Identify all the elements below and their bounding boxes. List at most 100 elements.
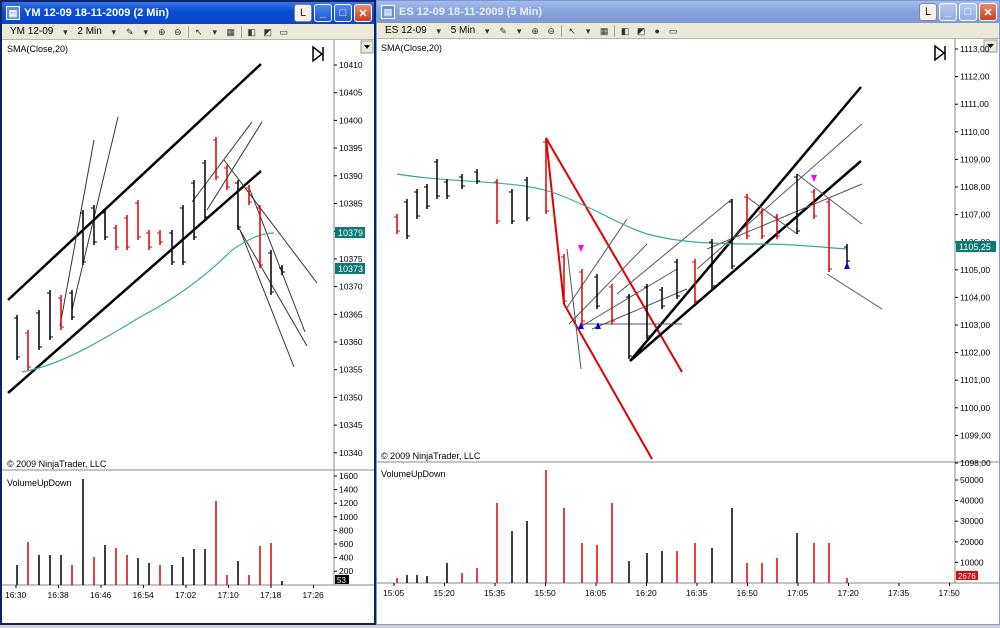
minimize-button[interactable]: _ <box>939 3 957 21</box>
axis-tick-label: 1104,00 <box>960 292 990 302</box>
right-title-bar[interactable]: ▤ ES 12-09 18-11-2009 (5 Min) L _ □ ✕ <box>377 1 999 23</box>
copyright-label: © 2009 NinjaTrader, LLC <box>7 459 107 469</box>
data-box-icon[interactable]: ▭ <box>279 26 289 37</box>
chevron-down-icon[interactable]: ▾ <box>436 25 441 36</box>
arrow-down-icon <box>811 175 817 182</box>
right-volume-bars <box>396 470 848 583</box>
arrow-up-icon <box>578 322 584 329</box>
axis-tick-label: 10360 <box>339 337 363 347</box>
zoom-in-icon[interactable]: ⊕ <box>158 26 166 37</box>
axis-tick-label: 20000 <box>960 537 984 547</box>
logo-button[interactable]: L <box>919 3 937 21</box>
axis-tick-label: 1107,00 <box>960 210 990 220</box>
axis-tick-label: 10400 <box>339 115 363 125</box>
play-icon[interactable] <box>312 45 324 63</box>
axis-tick-label: 50000 <box>960 475 984 485</box>
right-chart-area[interactable]: 1113,00 1112,00 1111,00 1110,00 1109,00 1108,… <box>377 39 999 624</box>
chevron-down-icon[interactable]: ▾ <box>212 26 218 37</box>
pencil-icon[interactable]: ✎ <box>499 25 507 36</box>
price-badge-text: 10379 <box>338 228 363 238</box>
axis-tick-label: 15:05 <box>383 588 405 598</box>
axis-tick-label: 1100,00 <box>960 403 990 413</box>
close-button[interactable]: ✕ <box>979 3 997 21</box>
arrow-up-icon <box>595 322 601 329</box>
minimize-button[interactable]: _ <box>314 4 332 22</box>
left-title-bar[interactable]: ▤ YM 12-09 18-11-2009 (2 Min) L _ □ ✕ <box>2 2 374 24</box>
chart-icon: ▤ <box>6 6 20 20</box>
indicators-icon[interactable]: ◧ <box>620 25 630 36</box>
axis-tick-label: 40000 <box>960 496 984 506</box>
cursor-icon[interactable]: ↖ <box>568 25 576 36</box>
axis-tick-label: 16:20 <box>636 588 658 598</box>
axis-tick-label: 1103,00 <box>960 320 990 330</box>
arrow-up-icon <box>844 262 850 269</box>
toolbar-divider <box>187 25 189 38</box>
chevron-down-icon[interactable]: ▾ <box>516 25 522 36</box>
left-chart-window: ▤ YM 12-09 18-11-2009 (2 Min) L _ □ ✕ YM… <box>0 0 376 625</box>
chevron-down-icon[interactable]: ▾ <box>143 26 149 37</box>
left-price-bars <box>14 137 285 370</box>
right-window-title: ES 12-09 18-11-2009 (5 Min) <box>399 6 543 18</box>
axis-tick-label: 1098,00 <box>960 458 991 468</box>
zoom-out-icon[interactable]: ⊖ <box>174 26 182 37</box>
axis-tick-label: 17:35 <box>888 588 910 598</box>
axis-tick-label: 10355 <box>339 365 363 375</box>
chevron-down-icon[interactable]: ▾ <box>484 25 490 36</box>
axis-tick-label: 1105,00 <box>960 265 990 275</box>
left-volume-axis: 1600 1400 1200 1000 800 600 400 200 <box>334 471 358 576</box>
properties-icon[interactable]: ▦ <box>226 26 236 37</box>
axis-tick-label: 10365 <box>339 309 363 319</box>
play-icon[interactable] <box>934 44 946 62</box>
indicators-icon[interactable]: ◧ <box>247 26 257 37</box>
logo-button[interactable]: L <box>294 4 312 22</box>
right-price-axis: 1113,00 1112,00 1111,00 1110,00 1109,00 1108,… <box>955 44 991 468</box>
left-chart-area[interactable]: 1041010405104001039510390103851038010375… <box>2 40 374 623</box>
cursor-icon[interactable]: ↖ <box>195 26 203 37</box>
copyright-label: © 2009 NinjaTrader, LLC <box>381 451 481 461</box>
axis-tick-label: 16:46 <box>90 590 112 600</box>
left-chart-svg[interactable]: 1041010405104001039510390103851038010375… <box>2 40 374 625</box>
instrument-dropdown[interactable]: ES 12-09 <box>385 25 427 36</box>
interval-dropdown[interactable]: 5 Min <box>450 25 476 36</box>
chevron-down-icon[interactable]: ▾ <box>111 26 117 37</box>
zoom-out-icon[interactable]: ⊖ <box>547 25 555 36</box>
volume-badge-text: 53 <box>337 576 346 585</box>
pencil-icon[interactable]: ✎ <box>126 26 134 37</box>
interval-dropdown[interactable]: 2 Min <box>77 26 102 37</box>
instrument-dropdown[interactable]: YM 12-09 <box>10 26 54 37</box>
record-icon[interactable]: ● <box>654 25 660 36</box>
axis-tick-label: 10395 <box>339 143 363 153</box>
axis-tick-label: 400 <box>339 553 353 563</box>
right-chart-svg[interactable]: 1113,00 1112,00 1111,00 1110,00 1109,00 1108,… <box>377 39 999 625</box>
chevron-down-icon[interactable]: ▾ <box>585 25 591 36</box>
axis-tick-label: 10345 <box>339 420 363 430</box>
strategies-icon[interactable]: ◩ <box>636 25 646 36</box>
axis-tick-label: 16:54 <box>133 590 155 600</box>
price-badge-text: 1105,25 <box>959 242 991 252</box>
axis-tick-label: 30000 <box>960 516 984 526</box>
axis-tick-label: 17:50 <box>939 588 961 598</box>
strategies-icon[interactable]: ◩ <box>263 26 273 37</box>
axis-tick-label: 10000 <box>960 557 984 567</box>
properties-icon[interactable]: ▦ <box>599 25 609 36</box>
chevron-down-icon <box>364 45 370 49</box>
axis-tick-label: 15:50 <box>535 588 557 598</box>
axis-tick-label: 1109,00 <box>960 154 990 164</box>
axis-tick-label: 10410 <box>339 60 363 70</box>
chevron-down-icon[interactable]: ▾ <box>63 26 68 37</box>
close-button[interactable]: ✕ <box>354 4 372 22</box>
zoom-in-icon[interactable]: ⊕ <box>531 25 539 36</box>
right-volume-axis: 50000 40000 30000 20000 10000 <box>955 475 984 567</box>
maximize-button[interactable]: □ <box>959 3 977 21</box>
axis-tick-label: 200 <box>339 566 353 576</box>
toolbar-divider <box>240 25 242 38</box>
axis-tick-label: 1200 <box>339 498 358 508</box>
arrow-down-icon <box>578 245 584 252</box>
volume-badge <box>956 571 978 580</box>
price-badge-text: 10373 <box>338 264 363 274</box>
data-box-icon[interactable]: ▭ <box>668 25 678 36</box>
maximize-button[interactable]: □ <box>334 4 352 22</box>
axis-tick-label: 800 <box>339 525 353 535</box>
chart-icon: ▤ <box>381 5 395 19</box>
axis-tick-label: 10405 <box>339 88 363 98</box>
